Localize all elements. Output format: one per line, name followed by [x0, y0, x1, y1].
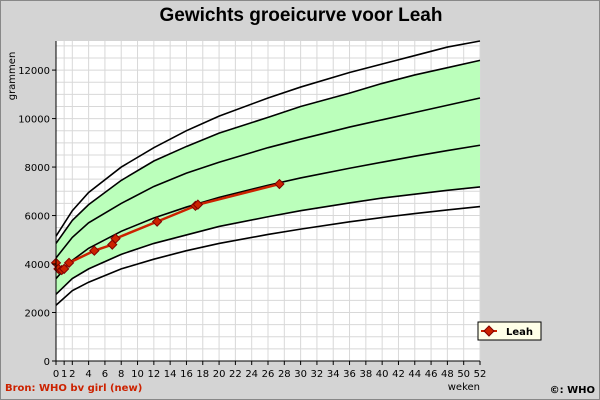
y-tick-label: 8000 [25, 163, 50, 174]
reference-curve-3 [55, 144, 481, 280]
x-tick-label: 40 [376, 369, 389, 380]
y-tick-labels: 0 2000 4000 6000 8000 10000 12000 [18, 66, 56, 368]
y-tick-label: 4000 [25, 260, 50, 271]
copyright-note: ©: WHO [550, 385, 595, 396]
x-tick-label: 28 [278, 369, 291, 380]
x-tick-label: 24 [245, 369, 258, 380]
y-tick-label: 12000 [18, 66, 50, 77]
x-tick-label: 30 [294, 369, 307, 380]
x-tick-label: 34 [327, 369, 340, 380]
data-point [151, 216, 163, 227]
y-tick-label: 6000 [25, 212, 50, 223]
y-axis-label: grammen [7, 52, 18, 101]
x-tick-label: 20 [213, 369, 226, 380]
normal-range-band-area [56, 60, 480, 295]
x-tick-label: 8 [118, 369, 124, 380]
x-tick-label: 1 [61, 369, 67, 380]
x-tick-label: 52 [474, 369, 487, 380]
x-tick-label: 32 [311, 369, 324, 380]
x-tick-label: 26 [262, 369, 275, 380]
normal-range-band [56, 60, 480, 295]
reference-curve-5 [55, 59, 481, 244]
x-tick-label: 22 [229, 369, 242, 380]
x-tick-label: 14 [164, 369, 177, 380]
data-point [58, 263, 70, 275]
reference-curve-6 [55, 40, 481, 237]
legend-marker [483, 325, 495, 337]
y-tick-label: 2000 [25, 309, 50, 320]
legend-box [477, 321, 542, 341]
x-tick-label: 38 [359, 369, 372, 380]
x-tick-label: 36 [343, 369, 356, 380]
data-point [89, 245, 100, 256]
x-tick-label: 50 [457, 369, 470, 380]
x-tick-label: 0 [53, 369, 59, 380]
data-point [110, 233, 121, 244]
x-tick-labels: 0 1 2 4 6 8 10 12 14 16 18 20 22 24 26 28 30 32 34 36 38 40 42… [53, 361, 487, 380]
x-tick-label: 18 [196, 369, 209, 380]
reference-curve-1 [55, 205, 481, 306]
data-point [63, 257, 75, 269]
reference-curve-4 [55, 97, 481, 259]
reference-curves [55, 40, 481, 306]
y-tick-label: 10000 [18, 115, 50, 126]
x-tick-label: 42 [392, 369, 405, 380]
source-note: Bron: WHO bv girl (new) [5, 383, 142, 394]
data-point [274, 178, 285, 190]
data-point [192, 199, 204, 210]
x-tick-label: 10 [131, 369, 144, 380]
chart-title: Gewichts groeicurve voor Leah [160, 5, 443, 26]
legend: Leah [477, 321, 542, 341]
y-tick-label: 0 [44, 357, 50, 368]
x-tick-label: 12 [147, 369, 160, 380]
series-leah [50, 178, 285, 276]
x-tick-label: 46 [425, 369, 438, 380]
x-axis-label: weken [448, 382, 480, 393]
x-tick-label: 16 [180, 369, 193, 380]
x-tick-label: 44 [408, 369, 421, 380]
reference-curve-2 [55, 186, 481, 295]
x-tick-label: 4 [85, 369, 91, 380]
x-tick-label: 2 [69, 369, 75, 380]
legend-label: Leah [506, 327, 533, 338]
x-tick-label: 48 [441, 369, 454, 380]
x-tick-label: 6 [102, 369, 108, 380]
